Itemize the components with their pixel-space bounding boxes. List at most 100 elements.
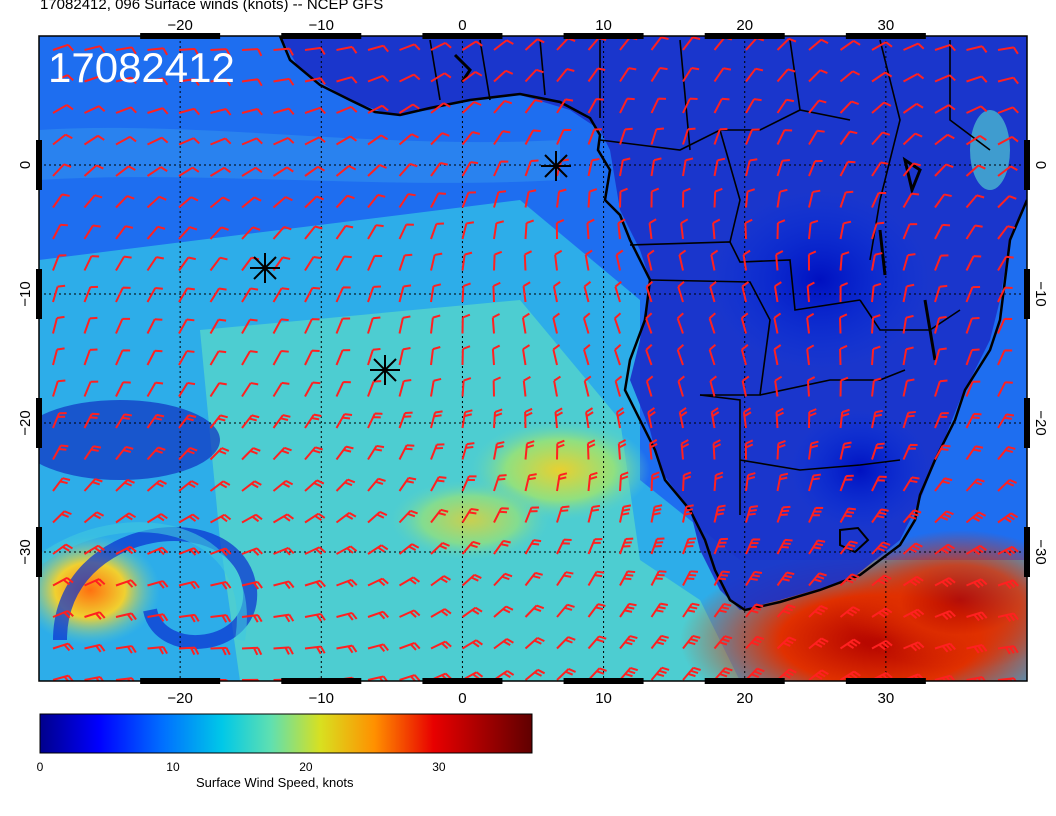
wind-barb <box>52 43 74 52</box>
wind-barb <box>682 570 699 586</box>
wind-barb <box>147 546 169 556</box>
wind-barb <box>740 312 749 334</box>
wind-barb <box>997 545 1019 557</box>
wind-barb <box>493 507 509 523</box>
wind-barb <box>430 41 452 51</box>
wind-barb <box>335 255 352 271</box>
wind-barb <box>965 194 985 209</box>
wind-barb <box>587 504 601 523</box>
wind-barb <box>587 471 598 492</box>
wind-barb <box>398 133 419 146</box>
map-frame <box>38 35 1028 682</box>
wind-barb <box>367 44 389 53</box>
wind-barb <box>304 512 326 524</box>
wind-barb <box>871 41 893 51</box>
wind-barb <box>209 447 230 461</box>
wind-barb <box>209 287 227 303</box>
wind-barb <box>398 253 413 271</box>
wind-barb <box>209 256 228 272</box>
wind-barb <box>83 412 100 429</box>
wind-barb <box>241 287 259 303</box>
wind-barb <box>83 285 99 303</box>
wind-barb <box>997 46 1019 55</box>
wind-barb <box>398 223 414 240</box>
wind-barb <box>682 67 700 83</box>
wind-barb <box>461 475 477 492</box>
wind-barb <box>398 509 418 524</box>
wind-barb <box>461 191 477 208</box>
wind-barb <box>648 218 657 240</box>
wind-barb <box>965 285 981 303</box>
wind-barb <box>147 136 169 146</box>
wind-barb <box>934 315 947 334</box>
star-icon <box>370 355 400 385</box>
wind-barb <box>552 312 561 334</box>
wind-barb <box>587 188 598 208</box>
wind-barb <box>966 611 988 622</box>
wind-barb <box>745 472 756 492</box>
wind-barb <box>241 318 258 334</box>
frame-ticks <box>36 33 1030 684</box>
wind-barb <box>115 195 135 209</box>
wind-barb <box>146 195 167 209</box>
wind-barb <box>934 444 951 460</box>
wind-barb <box>583 375 592 397</box>
lat-label: −30 <box>17 539 34 564</box>
wind-barb <box>871 71 893 83</box>
wind-barb <box>556 68 575 83</box>
wind-barb <box>934 223 951 240</box>
wind-barb <box>902 575 924 587</box>
wind-barb <box>178 513 200 524</box>
wind-barb <box>650 97 667 114</box>
wind-barb <box>430 192 446 208</box>
wind-barb <box>583 344 591 366</box>
wind-barb <box>808 99 827 114</box>
wind-barb <box>398 476 417 492</box>
wind-barb <box>493 539 511 555</box>
lon-label: −10 <box>309 690 334 707</box>
wind-barb <box>367 544 389 555</box>
wind-barb <box>682 634 701 650</box>
wind-barb <box>84 105 106 114</box>
frame-tick <box>563 678 644 684</box>
wind-barb <box>997 76 1019 85</box>
wind-barb <box>745 67 764 83</box>
wind-barb <box>210 78 232 87</box>
wind-barb <box>178 480 199 492</box>
lon-label: 10 <box>595 690 612 707</box>
wind-barb <box>524 571 543 587</box>
wind-barb <box>997 612 1019 622</box>
wind-barb <box>839 70 861 83</box>
wind-barb <box>52 444 69 460</box>
wind-barb <box>839 441 852 460</box>
axis-labels: −20 −20 −10 −10 0 0 10 10 20 20 30 30 0 0 −10 −10 −20 −20… <box>17 17 1049 707</box>
frame-tick <box>422 33 503 39</box>
wind-barb <box>839 160 856 177</box>
wind-barb <box>335 165 357 177</box>
wind-barb <box>146 446 166 461</box>
wind-barb <box>806 312 815 334</box>
wind-barb <box>461 507 479 524</box>
wind-barb <box>398 346 411 366</box>
wind-barb <box>586 439 596 460</box>
wind-barb <box>398 284 412 303</box>
frame-tick <box>36 269 42 319</box>
wind-barb <box>997 106 1019 114</box>
wind-barb <box>146 287 163 303</box>
wind-barb <box>617 439 627 460</box>
wind-barb <box>776 668 797 681</box>
wind-barb <box>115 135 137 146</box>
country-borders <box>429 39 991 515</box>
wind-barb <box>808 129 825 146</box>
wind-barb <box>115 225 134 240</box>
wind-barb <box>83 544 105 555</box>
star-icon <box>250 253 280 283</box>
wind-barb <box>934 412 949 429</box>
wind-barb <box>997 195 1017 209</box>
wind-barb <box>210 513 232 524</box>
wind-barb <box>871 252 883 271</box>
wind-barb <box>965 478 985 492</box>
wind-barb <box>617 218 626 240</box>
wind-barb <box>272 226 292 240</box>
